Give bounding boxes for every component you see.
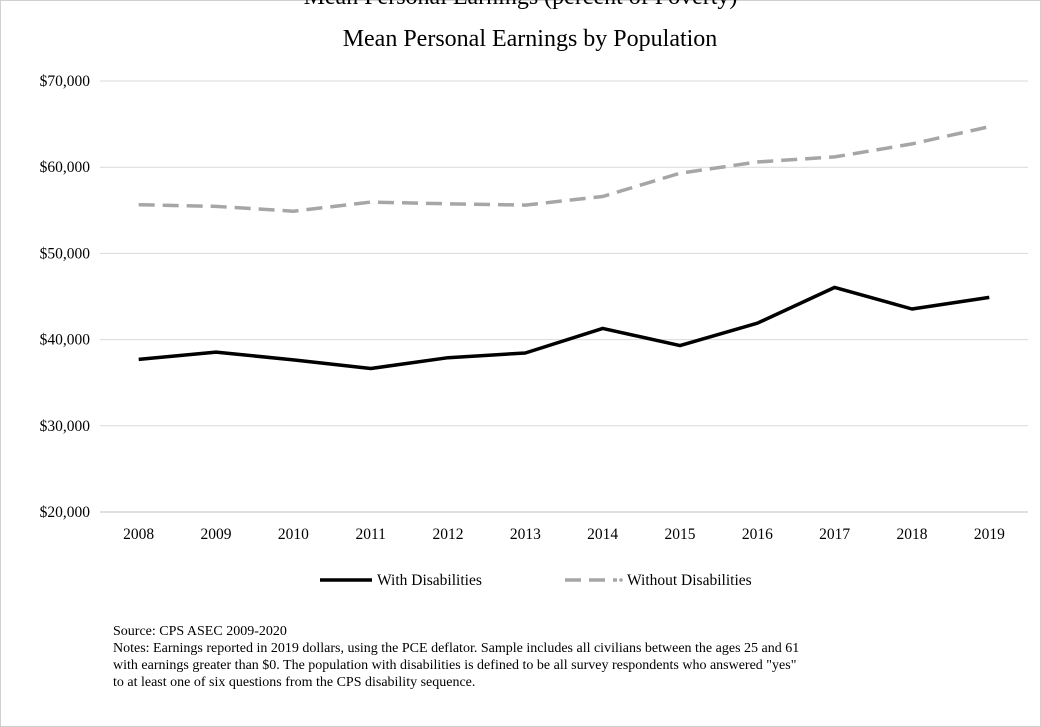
series-line-without-disabilities <box>138 124 990 213</box>
y-axis-labels: $20,000 $30,000 $40,000 $50,000 $60,000 $70,0… <box>40 73 91 521</box>
legend-label: Without Disabilities <box>627 572 752 589</box>
x-tick-label: 2008 <box>123 526 154 543</box>
x-tick-label: 2011 <box>355 526 385 543</box>
x-tick-label: 2017 <box>819 526 850 543</box>
x-tick-label: 2012 <box>433 526 464 543</box>
series-line-with-disabilities <box>138 285 990 371</box>
series-lines <box>138 124 990 371</box>
legend-with-disabilities: With Disabilities <box>320 572 482 589</box>
chart-notes: Source: CPS ASEC 2009-2020 Notes: Earnin… <box>113 623 1013 691</box>
cut-off-title: Mean Personal Earnings (percent of Pover… <box>0 0 1041 11</box>
y-tick-label: $50,000 <box>40 245 91 262</box>
chart-title: Mean Personal Earnings by Population <box>343 26 718 52</box>
notes-line-3: to at least one of six questions from th… <box>113 675 476 690</box>
x-tick-label: 2009 <box>201 526 232 543</box>
notes-line-1: Notes: Earnings reported in 2019 dollars… <box>113 641 800 656</box>
x-tick-label: 2015 <box>665 526 696 543</box>
notes-line-2: with earnings greater than $0. The popul… <box>113 658 797 673</box>
legend: With Disabilities Without Disabilities <box>320 572 752 589</box>
y-tick-label: $20,000 <box>40 504 91 521</box>
y-tick-label: $30,000 <box>40 418 91 435</box>
gridlines <box>100 80 1028 513</box>
x-tick-label: 2016 <box>742 526 773 543</box>
x-tick-label: 2010 <box>278 526 309 543</box>
x-tick-label: 2019 <box>974 526 1005 543</box>
x-axis-labels: 2008 2009 2010 2011 2012 2013 2014 2015 2016 2017… <box>123 526 1005 543</box>
x-tick-label: 2013 <box>510 526 541 543</box>
y-tick-label: $60,000 <box>40 159 91 176</box>
x-tick-label: 2018 <box>897 526 928 543</box>
legend-without-disabilities: Without Disabilities <box>565 572 752 589</box>
x-tick-label: 2014 <box>587 526 618 543</box>
line-chart: Mean Personal Earnings by Population $20… <box>40 26 1028 589</box>
legend-label: With Disabilities <box>377 572 482 589</box>
legend-marker <box>619 578 623 582</box>
y-tick-label: $40,000 <box>40 332 91 349</box>
source-note: Source: CPS ASEC 2009-2020 <box>113 624 287 639</box>
y-tick-label: $70,000 <box>40 73 91 90</box>
